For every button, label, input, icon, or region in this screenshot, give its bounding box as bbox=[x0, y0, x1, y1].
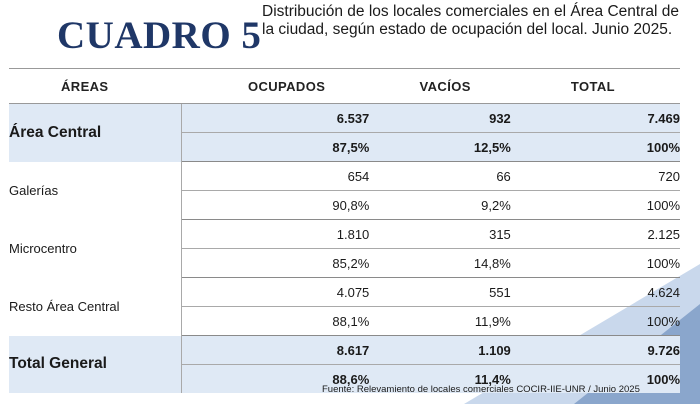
cell-total-percent: 100% bbox=[510, 132, 680, 162]
cell-vacios-count: 932 bbox=[369, 103, 511, 133]
cell-vacios-percent: 12,5% bbox=[369, 132, 511, 162]
table-row: 85,2% 14,8% 100% bbox=[9, 248, 680, 278]
cell-ocupados-count: 654 bbox=[181, 161, 370, 191]
cell-vacios-percent: 9,2% bbox=[369, 190, 511, 220]
cell-ocupados-percent: 85,2% bbox=[181, 248, 370, 278]
table-row: Total General 8.617 1.109 9.726 bbox=[9, 335, 680, 393]
cell-total-count: 720 bbox=[510, 161, 680, 191]
row-area-label: Total General bbox=[9, 335, 182, 393]
cell-total-percent: 100% bbox=[510, 364, 680, 393]
data-table: ÁREAS OCUPADOS VACÍOS TOTAL Área Central… bbox=[9, 68, 680, 393]
table-row: Microcentro 1.810 315 2.125 bbox=[9, 219, 680, 278]
table-number-title: CUADRO 5 bbox=[57, 14, 262, 57]
cell-ocupados-count: 8.617 bbox=[181, 335, 370, 365]
cell-vacios-percent: 14,8% bbox=[369, 248, 511, 278]
table-row: Galerías 654 66 720 bbox=[9, 161, 680, 220]
cell-total-percent: 100% bbox=[510, 248, 680, 278]
cell-vacios-percent: 11,4% bbox=[369, 364, 511, 393]
row-area-label: Resto Área Central bbox=[9, 277, 182, 336]
source-note: Fuente: Relevamiento de locales comercia… bbox=[322, 384, 640, 395]
cell-ocupados-percent: 90,8% bbox=[181, 190, 370, 220]
column-header-total: TOTAL bbox=[510, 68, 680, 104]
cell-total-count: 2.125 bbox=[510, 219, 680, 249]
cell-vacios-count: 66 bbox=[369, 161, 511, 191]
table-row: Área Central 6.537 932 7.469 bbox=[9, 103, 680, 162]
table-row: 88,6% 11,4% 100% bbox=[9, 364, 680, 393]
cell-ocupados-count: 6.537 bbox=[181, 103, 370, 133]
column-header-vacios: VACÍOS bbox=[369, 68, 511, 104]
table-row: Resto Área Central 4.075 551 4.624 bbox=[9, 277, 680, 336]
cell-vacios-count: 551 bbox=[369, 277, 511, 307]
cell-total-count: 4.624 bbox=[510, 277, 680, 307]
table-header-row: ÁREAS OCUPADOS VACÍOS TOTAL bbox=[9, 68, 680, 104]
row-area-label: Microcentro bbox=[9, 219, 182, 278]
cell-total-percent: 100% bbox=[510, 190, 680, 220]
cell-ocupados-percent: 87,5% bbox=[181, 132, 370, 162]
cell-ocupados-percent: 88,6% bbox=[181, 364, 370, 393]
cell-vacios-count: 1.109 bbox=[369, 335, 511, 365]
cell-ocupados-count: 4.075 bbox=[181, 277, 370, 307]
cell-vacios-percent: 11,9% bbox=[369, 306, 511, 336]
table-row: 87,5% 12,5% 100% bbox=[9, 132, 680, 162]
cell-total-count: 7.469 bbox=[510, 103, 680, 133]
cell-ocupados-percent: 88,1% bbox=[181, 306, 370, 336]
column-header-areas: ÁREAS bbox=[9, 68, 182, 104]
cell-total-count: 9.726 bbox=[510, 335, 680, 365]
cell-ocupados-count: 1.810 bbox=[181, 219, 370, 249]
table-row: 88,1% 11,9% 100% bbox=[9, 306, 680, 336]
table-description: Distribución de los locales comerciales … bbox=[262, 3, 679, 38]
cell-vacios-count: 315 bbox=[369, 219, 511, 249]
row-area-label: Galerías bbox=[9, 161, 182, 220]
header: CUADRO 5 Distribución de los locales com… bbox=[0, 0, 700, 64]
cell-total-percent: 100% bbox=[510, 306, 680, 336]
table-row: 90,8% 9,2% 100% bbox=[9, 190, 680, 220]
column-header-ocupados: OCUPADOS bbox=[181, 68, 370, 104]
row-area-label: Área Central bbox=[9, 103, 182, 162]
